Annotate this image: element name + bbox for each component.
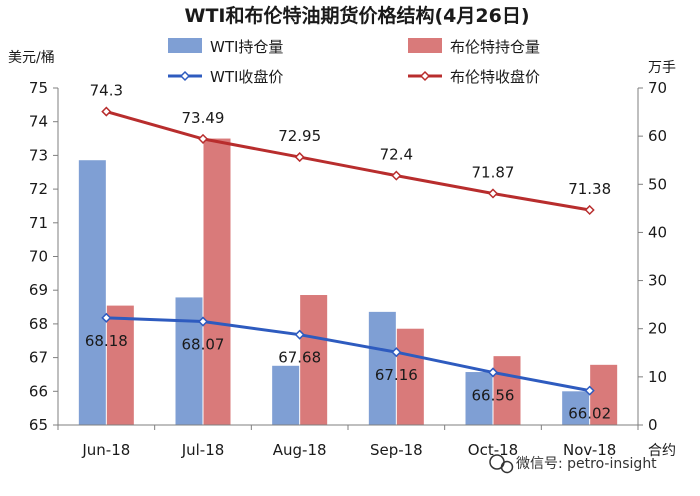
bar: [175, 297, 203, 425]
data-label: 68.07: [182, 336, 225, 354]
legend-label: 布伦特收盘价: [450, 68, 540, 86]
left-tick-label: 71: [29, 214, 48, 232]
x-axis-unit: 合约: [648, 443, 676, 459]
point-marker: [197, 133, 209, 144]
data-label: 71.38: [568, 180, 611, 198]
x-tick-label: Aug-18: [273, 441, 327, 459]
bar: [272, 365, 300, 425]
right-tick-label: 20: [648, 320, 667, 338]
legend-label: WTI收盘价: [210, 68, 283, 86]
data-label: 66.56: [472, 386, 515, 404]
left-tick-label: 65: [29, 416, 48, 434]
x-tick-label: Jun-18: [81, 441, 130, 459]
legend-marker: [419, 70, 431, 82]
left-tick-label: 67: [29, 349, 48, 367]
legend: WTI持仓量 布伦特持仓量 WTI收盘价 布伦特收盘价: [168, 38, 540, 86]
point-marker: [584, 204, 595, 216]
series-line: [105, 110, 590, 212]
left-tick-label: 68: [29, 315, 48, 333]
right-axis-unit: 万手: [648, 60, 676, 76]
x-tick-label: Nov-18: [563, 441, 616, 459]
point-marker: [487, 367, 499, 378]
right-tick-label: 70: [648, 79, 667, 97]
legend-marker: [179, 70, 191, 82]
bar: [562, 391, 590, 425]
point-marker: [584, 385, 595, 396]
bar: [300, 295, 328, 425]
left-tick-label: 66: [29, 382, 48, 400]
right-tick-label: 10: [648, 368, 667, 386]
x-tick-label: Jul-18: [181, 441, 225, 459]
right-tick-label: 30: [648, 272, 667, 290]
series-line: [106, 316, 590, 393]
bar: [203, 138, 231, 426]
bar: [396, 328, 424, 425]
watermark-text: 微信号: petro-insight: [516, 456, 657, 472]
legend-swatch: [408, 38, 442, 53]
bar: [106, 305, 134, 425]
watermark: 微信号: petro-insight: [489, 454, 657, 474]
right-tick-label: 50: [648, 175, 667, 193]
left-tick-label: 70: [29, 248, 48, 266]
x-tick-label: Oct-18: [468, 441, 518, 459]
data-label: 66.02: [568, 405, 611, 423]
legend-label: 布伦特持仓量: [450, 38, 540, 56]
legend-swatch: [168, 38, 202, 53]
bar: [465, 372, 493, 425]
wechat-icon-small: [500, 460, 514, 474]
point-marker: [391, 170, 402, 181]
right-tick-label: 0: [648, 416, 658, 434]
axes-layer: 65 66 67 68 69 70 71 72 73 74 75 0 10 20 30 40 50 60 70 Jun…: [29, 79, 667, 459]
point-marker: [197, 316, 209, 327]
point-marker: [391, 347, 402, 358]
data-label: 67.68: [278, 349, 321, 367]
left-axis-unit: 美元/桶: [8, 50, 55, 66]
data-label: 71.87: [472, 163, 515, 181]
left-tick-label: 73: [29, 146, 48, 164]
right-tick-label: 40: [648, 223, 667, 241]
bar: [368, 311, 396, 425]
bar: [493, 356, 521, 425]
legend-label: WTI持仓量: [210, 38, 283, 56]
point-marker: [101, 106, 112, 117]
lines-layer: 68.18 68.07 67.68 67.16 66.56 66.02 74.3 73.49 7…: [85, 82, 611, 423]
data-label: 68.18: [85, 332, 128, 350]
data-label: 72.4: [380, 146, 413, 164]
data-label: 67.16: [375, 366, 418, 384]
point-marker: [487, 188, 499, 199]
x-tick-label: Sep-18: [370, 441, 423, 459]
bar: [78, 160, 106, 425]
bars-layer: [78, 138, 618, 426]
left-tick-label: 72: [29, 180, 48, 198]
data-label: 72.95: [278, 127, 321, 145]
point-marker: [294, 329, 305, 340]
chart-title: WTI和布伦特油期货价格结构(4月26日): [184, 4, 529, 27]
right-tick-label: 60: [648, 127, 667, 145]
data-label: 73.49: [182, 109, 225, 127]
point-marker: [294, 152, 305, 163]
point-marker: [101, 312, 112, 323]
data-label: 74.3: [90, 82, 123, 100]
left-tick-label: 75: [29, 79, 48, 97]
left-tick-label: 74: [29, 113, 48, 131]
left-tick-label: 69: [29, 281, 48, 299]
bar: [590, 364, 618, 425]
